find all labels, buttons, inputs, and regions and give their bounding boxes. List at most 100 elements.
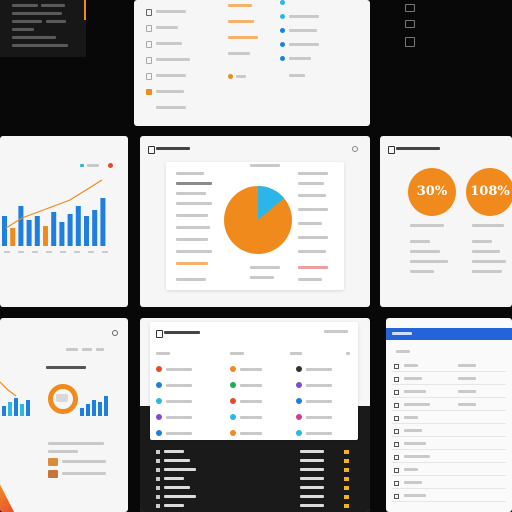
list-line <box>156 42 182 45</box>
chart-bar <box>59 222 65 246</box>
settings-icon[interactable] <box>112 330 118 336</box>
row-line <box>176 278 206 281</box>
tick-label <box>32 251 38 253</box>
list-icon <box>394 468 399 473</box>
chart-bar <box>26 220 32 246</box>
divider <box>392 384 506 385</box>
chart-bar <box>67 214 73 246</box>
nav-line <box>41 4 65 7</box>
chart-bar <box>2 216 7 246</box>
row-line <box>176 238 208 241</box>
donut-chart-panel <box>140 136 370 307</box>
settings-icon[interactable] <box>405 20 415 28</box>
row-line <box>300 495 324 498</box>
grid-icon[interactable] <box>405 37 415 47</box>
row-line <box>240 384 262 387</box>
tick-label <box>102 251 108 253</box>
chart-bar <box>92 210 98 246</box>
close-icon[interactable] <box>405 4 415 12</box>
list-line <box>228 20 254 23</box>
file-icon <box>146 57 152 64</box>
list-line <box>228 4 252 7</box>
row-line <box>240 400 262 403</box>
divider <box>392 462 506 463</box>
row-line <box>404 468 418 471</box>
list-icon <box>156 450 160 454</box>
list-icon <box>156 486 160 490</box>
table-panel <box>140 318 370 512</box>
kpi-line <box>410 270 434 273</box>
list-icon <box>394 364 399 369</box>
row-line <box>298 222 322 225</box>
row-line <box>404 416 418 419</box>
donut-card <box>166 162 344 290</box>
chart-bar <box>43 226 48 246</box>
folder-icon <box>344 477 349 481</box>
file-icon <box>146 73 152 80</box>
row-line <box>306 432 332 435</box>
avatar <box>156 398 162 404</box>
divider <box>392 410 506 411</box>
row-line <box>164 504 184 507</box>
list-line <box>156 10 186 13</box>
panel-title-line <box>396 147 440 150</box>
row-line <box>166 400 192 403</box>
file-icon <box>146 41 152 48</box>
row-line <box>404 481 422 484</box>
row-line <box>300 477 324 480</box>
row-line <box>298 266 328 269</box>
kpi-line <box>472 260 506 263</box>
panel-title-line <box>46 366 86 369</box>
nav-line <box>12 28 34 31</box>
kpi-line <box>472 224 504 227</box>
row-line <box>306 400 332 403</box>
row-line <box>164 486 190 489</box>
file-icon <box>146 25 152 32</box>
avatar <box>156 366 162 372</box>
chart-bar <box>80 408 84 416</box>
progress-ring <box>48 384 78 414</box>
row-line <box>300 504 324 507</box>
status-dot <box>280 0 285 5</box>
avatar <box>156 382 162 388</box>
avatar <box>296 430 302 436</box>
list-line <box>236 75 246 78</box>
list-line <box>289 29 317 32</box>
chart-bar <box>104 396 108 416</box>
list-line <box>228 52 250 55</box>
row-line <box>250 164 280 167</box>
col-header <box>230 352 244 355</box>
list-icon <box>394 429 399 434</box>
folder-icon <box>344 450 349 454</box>
table-card <box>150 322 358 440</box>
kpi-line <box>472 270 502 273</box>
avatar <box>230 430 236 436</box>
row-line <box>404 442 426 445</box>
row-line <box>48 442 104 445</box>
sidebar-list-panel <box>386 318 512 512</box>
chart-bar <box>75 206 81 246</box>
row-line <box>306 384 332 387</box>
row-line <box>176 192 206 195</box>
thumb-icon <box>48 458 58 466</box>
kpi-line <box>410 260 448 263</box>
panel-title-line <box>156 147 190 150</box>
col-header <box>346 352 350 355</box>
row-line <box>176 172 204 175</box>
divider <box>392 371 506 372</box>
list-icon <box>156 504 160 508</box>
file-icon <box>146 9 152 16</box>
avatar <box>296 382 302 388</box>
kpi-line <box>472 240 492 243</box>
row-line <box>404 494 426 497</box>
mixed-chart-panel <box>0 318 128 512</box>
legend-dot <box>108 163 113 168</box>
list-icon <box>156 468 160 472</box>
tick-label <box>74 251 80 253</box>
row-line <box>240 432 262 435</box>
dark-nav-panel-top-left <box>0 0 86 57</box>
settings-icon[interactable] <box>352 146 358 152</box>
bar-chart-panel <box>0 136 128 307</box>
row-line <box>62 460 106 463</box>
row-line <box>300 450 324 453</box>
